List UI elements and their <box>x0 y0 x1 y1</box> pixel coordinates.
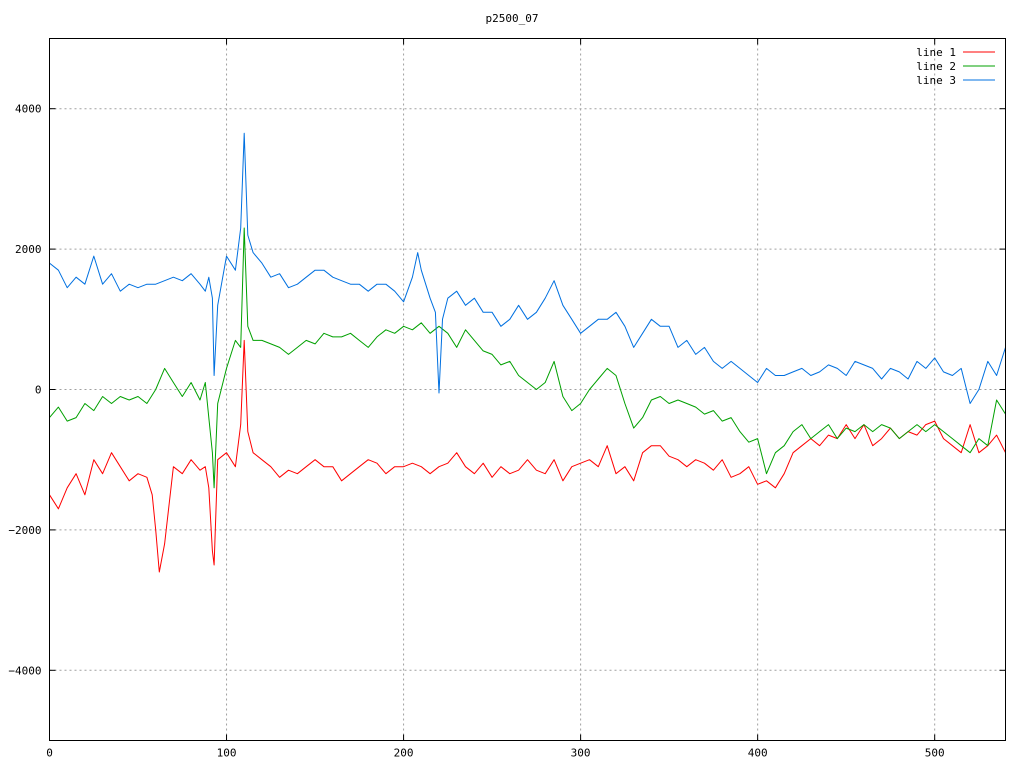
x-tick-label: 500 <box>925 747 945 760</box>
y-tick-label: 4000 <box>15 103 42 116</box>
chart-title: p2500_07 <box>486 12 539 25</box>
grid <box>49 38 1006 741</box>
y-tick-label: 2000 <box>15 243 42 256</box>
axis-ticks: 0 100 200 300 400 500 −4000 −2000 0 2000 4000 <box>8 38 1006 760</box>
legend-label: line 1 <box>916 46 956 59</box>
x-tick-label: 100 <box>217 747 237 760</box>
x-tick-label: 300 <box>571 747 591 760</box>
series-line-1 <box>49 339 1006 573</box>
x-tick-label: 200 <box>394 747 414 760</box>
series-line-2 <box>49 227 1006 489</box>
y-tick-label: −4000 <box>8 664 41 677</box>
legend-label: line 3 <box>916 74 956 87</box>
x-tick-label: 400 <box>748 747 768 760</box>
y-tick-label: −2000 <box>8 524 41 537</box>
series-group <box>49 132 1006 573</box>
plot-frame <box>49 38 1006 741</box>
legend-label: line 2 <box>916 60 956 73</box>
series-line-3 <box>49 132 1006 404</box>
x-tick-label: 0 <box>46 747 53 760</box>
y-tick-label: 0 <box>35 384 42 397</box>
